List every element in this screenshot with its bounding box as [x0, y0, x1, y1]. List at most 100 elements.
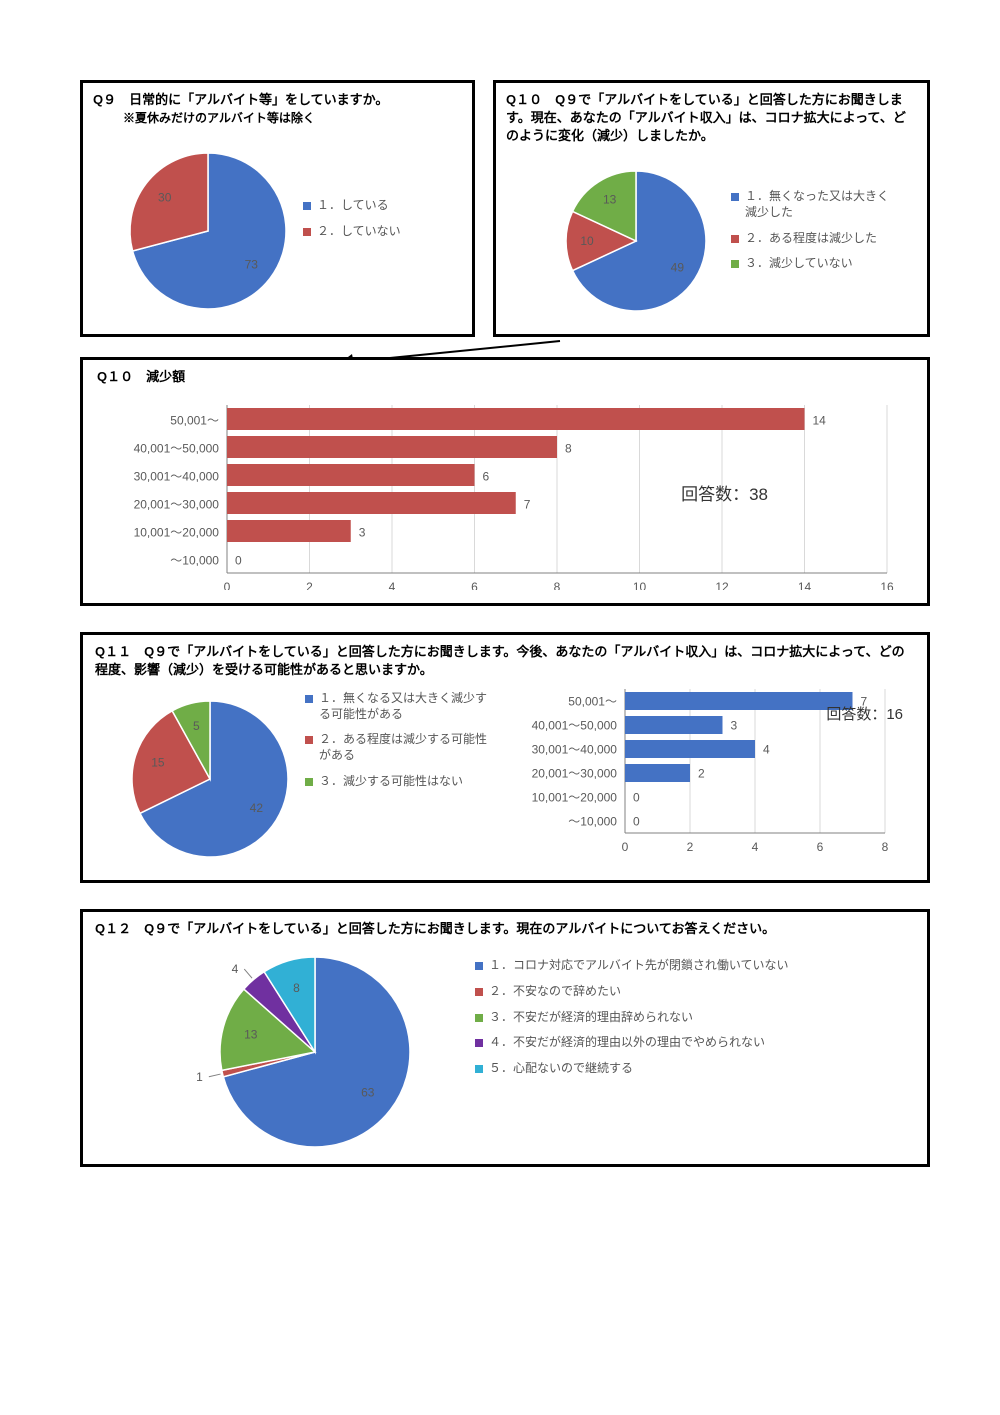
q9-title: Q９ 日常的に「アルバイト等」をしていますか。 [93, 91, 462, 109]
q10bar-box: Q１０ 減少額 02468101214161450,001～840,001～50… [80, 357, 930, 606]
legend-swatch [475, 988, 483, 996]
svg-text:30,001～40,000: 30,001～40,000 [134, 469, 220, 483]
legend-item: ４．不安だが経済的理由以外の理由でやめられない [475, 1035, 835, 1051]
legend-item: ３．減少する可能性はない [305, 774, 495, 790]
svg-text:10,001～20,000: 10,001～20,000 [532, 791, 618, 805]
svg-text:8: 8 [565, 441, 572, 455]
legend-label: １．無くなった又は大きく減少した [745, 189, 891, 220]
svg-text:15: 15 [151, 756, 165, 770]
q10bar-title: Q１０ 減少額 [97, 368, 913, 386]
svg-text:16: 16 [880, 580, 894, 590]
q11-legend: １．無くなる又は大きく減少する可能性がある ２．ある程度は減少する可能性がある ３．… [305, 679, 495, 874]
svg-text:2: 2 [306, 580, 313, 590]
q10bar-chart: 02468101214161450,001～840,001～50,000630,… [97, 390, 907, 590]
svg-text:13: 13 [244, 1028, 258, 1042]
svg-text:6: 6 [471, 580, 478, 590]
svg-text:73: 73 [245, 257, 259, 271]
legend-item: ３．減少していない [731, 256, 891, 272]
svg-text:10: 10 [580, 234, 594, 248]
legend-item: ２．していない [303, 224, 453, 240]
legend-swatch [475, 1065, 483, 1073]
q10-pie-wrap: 49 10 13 １．無くなった又は大きく減少した ２．ある程度は減少した ３．減少して… [506, 146, 917, 326]
svg-text:4: 4 [763, 743, 770, 757]
svg-text:13: 13 [603, 192, 617, 206]
legend-swatch [731, 193, 739, 201]
svg-text:20,001～30,000: 20,001～30,000 [532, 767, 618, 781]
svg-text:6: 6 [817, 840, 824, 854]
svg-text:0: 0 [224, 580, 231, 590]
svg-text:40,001～50,000: 40,001～50,000 [532, 719, 618, 733]
legend-label: １．コロナ対応でアルバイト先が閉鎖され働いていない [489, 958, 789, 974]
svg-text:4: 4 [389, 580, 396, 590]
svg-text:2: 2 [687, 840, 694, 854]
legend-label: ４．不安だが経済的理由以外の理由でやめられない [489, 1035, 765, 1051]
svg-text:0: 0 [622, 840, 629, 854]
svg-text:63: 63 [361, 1086, 375, 1100]
legend-item: ２．ある程度は減少する可能性がある [305, 732, 495, 763]
legend-label: １．している [317, 198, 389, 214]
q10-box: Q１０ Q９で「アルバイトをしている」と回答した方にお聞きします。現在、あなたの… [493, 80, 930, 337]
svg-text:6: 6 [483, 469, 490, 483]
svg-text:8: 8 [882, 840, 889, 854]
svg-text:0: 0 [633, 791, 640, 805]
svg-text:3: 3 [359, 525, 366, 539]
legend-label: ３．減少していない [745, 256, 853, 272]
svg-text:7: 7 [524, 497, 531, 511]
legend-label: ２．していない [317, 224, 401, 240]
legend-label: ３．減少する可能性はない [319, 774, 463, 790]
legend-swatch [475, 962, 483, 970]
q11-box: Q１１ Q９で「アルバイトをしている」と回答した方にお聞きします。今後、あなたの… [80, 632, 930, 883]
q12-title: Q１２ Q９で「アルバイトをしている」と回答した方にお聞きします。現在のアルバイ… [95, 920, 915, 938]
svg-text:40,001～50,000: 40,001～50,000 [134, 441, 220, 455]
svg-text:14: 14 [813, 413, 827, 427]
svg-text:2: 2 [698, 767, 705, 781]
svg-text:8: 8 [293, 981, 300, 995]
legend-item: １．コロナ対応でアルバイト先が閉鎖され働いていない [475, 958, 835, 974]
q9-pie: 7330 [93, 126, 303, 321]
q10-pie: 49 10 13 [506, 146, 731, 326]
svg-text:20,001～30,000: 20,001～30,000 [134, 497, 220, 511]
legend-item: ２．ある程度は減少した [731, 231, 891, 247]
legend-swatch [731, 235, 739, 243]
legend-swatch [305, 778, 313, 786]
svg-text:42: 42 [250, 801, 264, 815]
q10-legend: １．無くなった又は大きく減少した ２．ある程度は減少した ３．減少していない [731, 189, 891, 281]
q10bar-note: 回答数：38 [681, 480, 768, 505]
page: Q９ 日常的に「アルバイト等」をしていますか。 ※夏休みだけのアルバイト等は除く… [0, 0, 1000, 1207]
legend-label: １．無くなる又は大きく減少する可能性がある [319, 691, 495, 722]
legend-item: ３．不安だが経済的理由辞められない [475, 1010, 835, 1026]
legend-item: ５．心配ないので継続する [475, 1061, 835, 1077]
svg-text:30,001～40,000: 30,001～40,000 [532, 743, 618, 757]
svg-text:49: 49 [671, 260, 685, 274]
svg-text:4: 4 [752, 840, 759, 854]
q11-pie: 42 15 5 [95, 679, 305, 869]
q9-pie-wrap: 7330 １．している ２．していない [93, 126, 462, 321]
legend-swatch [303, 228, 311, 236]
svg-text:～10,000: ～10,000 [170, 553, 219, 567]
legend-label: ５．心配ないので継続する [489, 1061, 633, 1077]
q9-box: Q９ 日常的に「アルバイト等」をしていますか。 ※夏休みだけのアルバイト等は除く… [80, 80, 475, 337]
svg-text:5: 5 [193, 719, 200, 733]
legend-swatch [475, 1039, 483, 1047]
q12-legend: １．コロナ対応でアルバイト先が閉鎖され働いていない２．不安なので辞めたい３．不安… [475, 944, 835, 1154]
svg-text:0: 0 [235, 553, 242, 567]
legend-swatch [305, 695, 313, 703]
row-q9-q10: Q９ 日常的に「アルバイト等」をしていますか。 ※夏休みだけのアルバイト等は除く… [80, 80, 930, 337]
legend-item: １．無くなる又は大きく減少する可能性がある [305, 691, 495, 722]
svg-text:10,001～20,000: 10,001～20,000 [134, 525, 220, 539]
svg-text:50,001～: 50,001～ [170, 413, 219, 427]
legend-item: １．している [303, 198, 453, 214]
legend-swatch [731, 260, 739, 268]
q11-bar-note: 回答数：16 [826, 703, 903, 724]
legend-swatch [475, 1014, 483, 1022]
svg-text:14: 14 [798, 580, 812, 590]
svg-text:～10,000: ～10,000 [568, 815, 617, 829]
svg-text:3: 3 [731, 719, 738, 733]
q9-subtitle: ※夏休みだけのアルバイト等は除く [93, 109, 462, 126]
legend-label: ２．ある程度は減少した [745, 231, 877, 247]
legend-swatch [305, 736, 313, 744]
q12-box: Q１２ Q９で「アルバイトをしている」と回答した方にお聞きします。現在のアルバイ… [80, 909, 930, 1167]
svg-text:8: 8 [554, 580, 561, 590]
svg-text:50,001～: 50,001～ [568, 695, 617, 709]
svg-text:12: 12 [715, 580, 729, 590]
